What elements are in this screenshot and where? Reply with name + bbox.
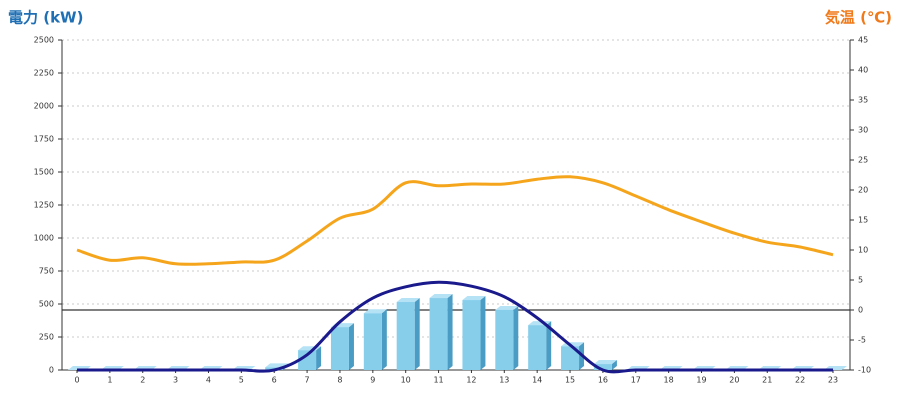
x-tick-label: 7 [305, 376, 310, 385]
x-tick-label: 6 [272, 376, 277, 385]
y2-tick-label: 25 [858, 156, 868, 165]
bar-side [480, 296, 486, 370]
y-tick-label: 0 [49, 366, 54, 375]
bar [429, 298, 448, 370]
y2-tick-label: 15 [858, 216, 868, 225]
x-tick-label: 4 [206, 376, 211, 385]
x-tick-label: 9 [370, 376, 375, 385]
x-tick-label: 1 [107, 376, 112, 385]
bar [561, 346, 580, 370]
y-tick-label: 1000 [34, 234, 54, 243]
y2-tick-label: 5 [858, 276, 863, 285]
y2-tick-label: 35 [858, 96, 868, 105]
x-tick-label: 10 [401, 376, 411, 385]
y2-tick-label: 30 [858, 126, 868, 135]
y-tick-label: 500 [39, 300, 54, 309]
bar-side [348, 323, 354, 370]
bar-side [513, 305, 519, 370]
bar [462, 300, 481, 370]
x-tick-label: 16 [598, 376, 608, 385]
y2-tick-label: -10 [858, 366, 871, 375]
bar-side [611, 360, 617, 370]
bar-top [495, 305, 519, 310]
line [76, 175, 834, 266]
bar-side [316, 346, 322, 370]
y2-tick-label: 0 [858, 306, 863, 315]
x-tick-label: 22 [795, 376, 805, 385]
bar-top [462, 296, 486, 301]
x-tick-label: 8 [337, 376, 342, 385]
bar [330, 327, 349, 370]
y2-tick-label: 40 [858, 66, 868, 75]
bar-side [546, 321, 552, 370]
y-tick-label: 2000 [34, 102, 54, 111]
y2-axis-title: 気温 (℃) [825, 9, 892, 27]
x-tick-label: 13 [499, 376, 509, 385]
bar [528, 325, 547, 370]
y2-tick-label: 10 [858, 246, 868, 255]
x-tick-label: 0 [74, 376, 79, 385]
bar-side [414, 298, 420, 370]
bar [593, 364, 612, 370]
bar-side [381, 309, 387, 370]
x-tick-label: 3 [173, 376, 178, 385]
x-tick-label: 14 [532, 376, 542, 385]
bar-top [593, 360, 617, 365]
x-tick-label: 11 [433, 376, 443, 385]
y2-tick-label: 45 [858, 36, 868, 45]
y2-tick-label: 20 [858, 186, 868, 195]
x-tick-label: 15 [565, 376, 575, 385]
y-tick-label: 1500 [34, 168, 54, 177]
y-axis-title: 電力 (kW) [8, 9, 83, 27]
bar [396, 302, 415, 370]
bar-side [447, 294, 453, 370]
bar-top [429, 294, 453, 299]
x-tick-label: 17 [631, 376, 641, 385]
y-tick-label: 2500 [34, 36, 54, 45]
line [76, 280, 833, 374]
bar [495, 309, 514, 370]
x-tick-label: 5 [239, 376, 244, 385]
x-tick-label: 20 [729, 376, 739, 385]
x-tick-label: 23 [828, 376, 838, 385]
bar-top [363, 309, 387, 314]
bar-top [396, 298, 420, 303]
y-tick-label: 1750 [34, 135, 54, 144]
x-tick-label: 12 [466, 376, 476, 385]
y-tick-label: 2250 [34, 69, 54, 78]
y-tick-label: 250 [39, 333, 54, 342]
x-tick-label: 18 [664, 376, 674, 385]
x-tick-label: 21 [762, 376, 772, 385]
y-tick-label: 750 [39, 267, 54, 276]
y2-tick-label: -5 [858, 336, 866, 345]
x-tick-label: 19 [696, 376, 706, 385]
x-tick-label: 2 [140, 376, 145, 385]
bar [363, 313, 382, 370]
bar [298, 350, 317, 370]
y-tick-label: 1250 [34, 201, 54, 210]
